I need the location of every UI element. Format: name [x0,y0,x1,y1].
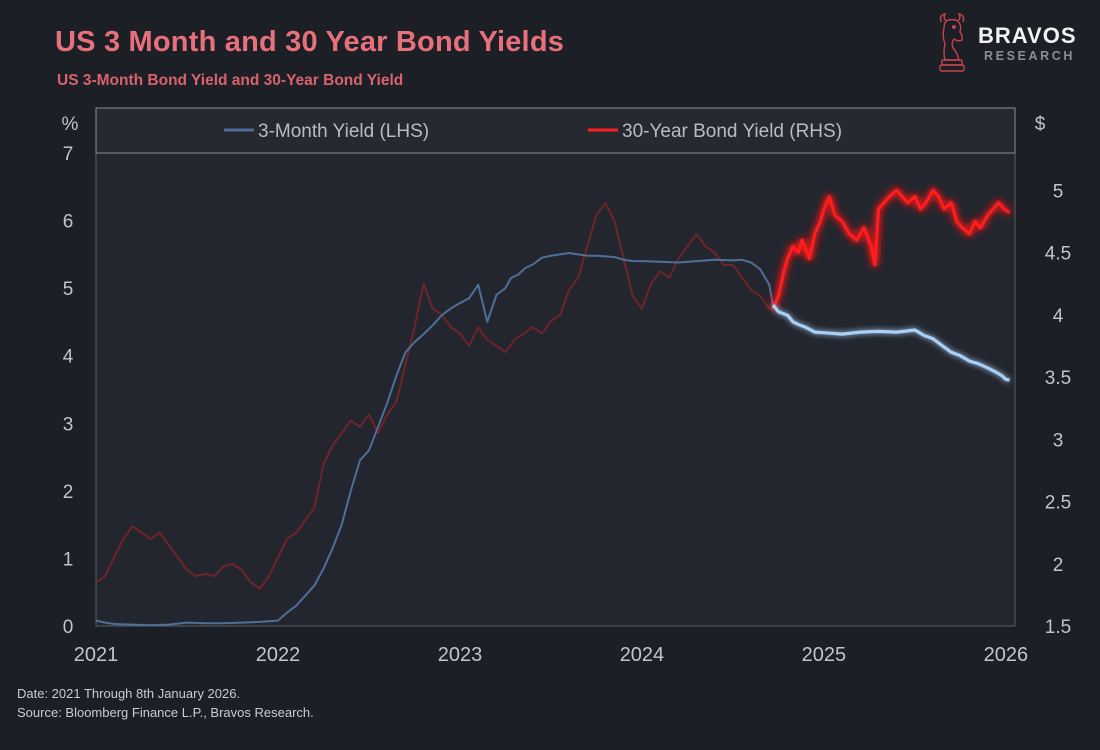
y-right-tick-label: 2 [1053,555,1064,576]
legend-label-3-month: 3-Month Yield (LHS) [258,121,429,142]
brand-logo: BRAVOS RESEARCH [935,12,1095,82]
y-left-tick-label: 0 [63,617,74,638]
x-tick-label: 2024 [620,644,665,666]
legend-label-30-year: 30-Year Bond Yield (RHS) [622,121,842,142]
chart-footer: Date: 2021 Through 8th January 2026. Sou… [17,684,314,722]
y-left-tick-label: 5 [63,279,74,300]
brand-tagline: RESEARCH [984,49,1075,63]
y-left-tick-label: 2 [63,482,74,503]
y-right-tick-label: 5 [1053,181,1064,202]
source-note: Source: Bloomberg Finance L.P., Bravos R… [17,705,314,720]
bull-chess-knight-icon [939,13,965,72]
y-left-tick-label: 4 [63,347,74,368]
y-right-tick-label: 3.5 [1045,368,1071,389]
y-right-tick-label: 2.5 [1045,493,1071,514]
y-left-tick-label: 7 [63,144,74,165]
series-line-30-year-history [95,201,773,590]
y-right-tick-label: 4.5 [1045,244,1071,265]
y-left-tick-label: 3 [63,414,74,435]
page-subtitle: US 3-Month Bond Yield and 30-Year Bond Y… [57,72,404,89]
plot-area [95,107,1016,627]
y-right-tick-label: 1.5 [1045,617,1071,638]
series-line-30-year-recent [771,188,1011,310]
y-right-tick-label: 4 [1053,306,1064,327]
brand-name: BRAVOS [978,23,1077,48]
x-tick-label: 2023 [438,644,483,666]
y-axis-left-unit: % [62,114,79,135]
y-right-tick-label: 3 [1053,430,1064,451]
x-tick-label: 2021 [74,644,119,666]
x-tick-label: 2026 [984,644,1029,666]
page-title: US 3 Month and 30 Year Bond Yields [55,26,565,58]
date-note: Date: 2021 Through 8th January 2026. [17,686,241,701]
y-axis-right-unit: $ [1035,114,1046,135]
series-line-3-month-recent [771,304,1010,382]
x-tick-label: 2022 [256,644,301,666]
legend-box [95,107,1016,154]
y-left-tick-label: 1 [63,549,74,570]
x-tick-label: 2025 [802,644,847,666]
series-line-3-month-history [95,252,774,627]
y-left-tick-label: 6 [63,212,74,233]
